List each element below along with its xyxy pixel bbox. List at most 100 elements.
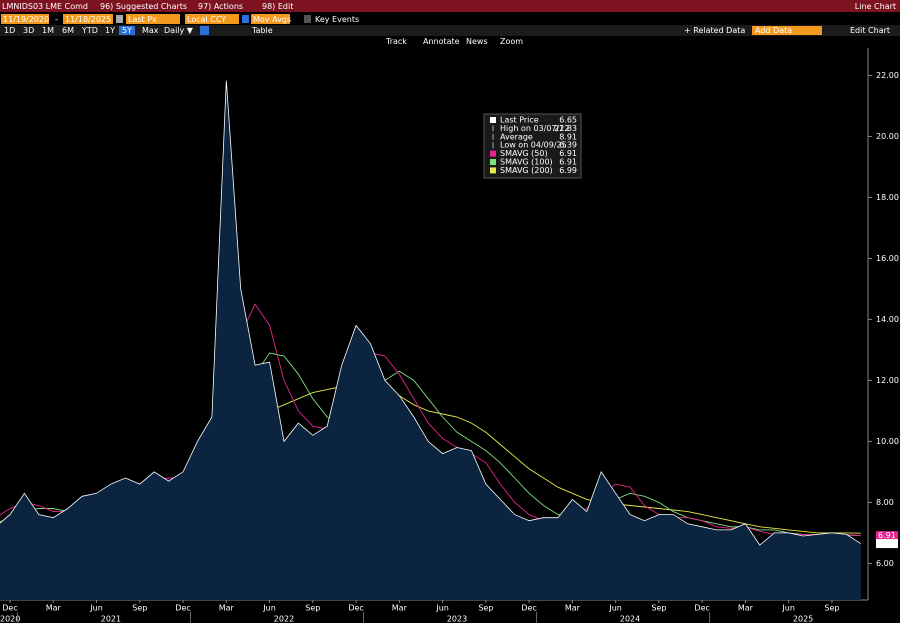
year-label: 2020 xyxy=(0,615,20,623)
legend-swatch xyxy=(490,167,496,174)
legend-swatch xyxy=(490,150,496,157)
legend-stat-label: High on 03/07/22 xyxy=(500,124,569,133)
legend-stat-label: Low on 04/09/25 xyxy=(500,141,567,150)
input-box[interactable] xyxy=(63,14,113,24)
x-tick-label: Jun xyxy=(89,604,103,613)
x-tick-label: Sep xyxy=(478,604,493,613)
x-tick-label: Dec xyxy=(348,604,363,613)
input-box[interactable] xyxy=(126,14,180,24)
input-text[interactable]: 11/19/2020 xyxy=(3,15,49,24)
last-value-tag xyxy=(876,539,898,549)
x-tick-label: Sep xyxy=(132,604,147,613)
chart-type-icon[interactable] xyxy=(200,26,209,35)
frequency-select[interactable]: Daily ▼ xyxy=(164,26,194,35)
range-button[interactable]: 6M xyxy=(62,26,74,35)
menu-button[interactable]: 97) Actions xyxy=(198,2,243,11)
y-tick-label: 16.00 xyxy=(876,254,899,263)
legend-label: SMAVG (200) xyxy=(500,166,553,175)
range-button[interactable]: 1Y xyxy=(105,26,115,35)
y-tick-label: 20.00 xyxy=(876,132,899,141)
tool-button[interactable]: Annotate xyxy=(423,37,460,46)
x-tick-label: Jun xyxy=(781,604,795,613)
legend-label: SMAVG (100) xyxy=(500,158,553,167)
y-tick-label: 6.00 xyxy=(876,559,894,568)
table-button[interactable]: Table xyxy=(251,26,273,35)
series-line xyxy=(0,80,862,546)
input-text[interactable]: Last Px xyxy=(128,15,157,24)
input-box[interactable] xyxy=(1,14,49,24)
range-button[interactable]: 3D xyxy=(23,26,34,35)
related-data[interactable]: + Related Data xyxy=(684,26,745,35)
x-tick-label: Sep xyxy=(305,604,320,613)
input-box[interactable] xyxy=(251,14,290,24)
year-label: 2023 xyxy=(447,615,467,623)
input-text[interactable]: 11/18/2025 xyxy=(65,15,111,24)
range-button[interactable]: Max xyxy=(142,26,159,35)
title-bar xyxy=(0,0,900,12)
y-tick-label: 14.00 xyxy=(876,315,899,324)
x-tick-label: Jun xyxy=(262,604,276,613)
x-tick-label: Mar xyxy=(392,604,408,613)
range-button[interactable]: 5Y xyxy=(122,26,132,35)
tool-button[interactable]: Zoom xyxy=(500,37,523,46)
range-bar xyxy=(0,25,900,36)
legend-label: Last Price xyxy=(500,116,539,125)
legend-stat-value: 8.91 xyxy=(559,132,577,141)
input-text[interactable]: Local CCY xyxy=(187,15,226,24)
key-events[interactable]: Key Events xyxy=(315,15,359,24)
year-label: 2022 xyxy=(274,615,294,623)
legend-value: 6.91 xyxy=(559,158,577,167)
year-label: 2021 xyxy=(101,615,121,623)
legend-swatch xyxy=(490,159,496,165)
add-data[interactable]: Add Data xyxy=(755,26,792,35)
last-value-tag xyxy=(876,531,898,541)
date-separator: - xyxy=(55,15,58,24)
y-tick-label: 8.00 xyxy=(876,498,894,507)
legend-swatch xyxy=(490,117,496,123)
legend-value: 6.65 xyxy=(559,116,577,125)
legend-stat-value: 21.83 xyxy=(554,124,577,133)
checkbox[interactable] xyxy=(304,15,311,23)
x-tick-label: Jun xyxy=(608,604,622,613)
edit-chart[interactable]: Edit Chart xyxy=(850,26,890,35)
input-text[interactable]: Mov Avgs xyxy=(253,15,291,24)
legend-stat-label: Average xyxy=(500,132,533,141)
tool-bar xyxy=(0,36,900,47)
range-button[interactable]: 1D xyxy=(4,26,15,35)
y-tick-label: 18.00 xyxy=(876,193,899,202)
menu-button[interactable]: 96) Suggested Charts xyxy=(100,2,187,11)
range-button[interactable]: YTD xyxy=(81,26,98,35)
tool-button[interactable]: Track xyxy=(385,37,407,46)
calendar-icon[interactable] xyxy=(116,15,123,23)
range-highlight xyxy=(119,26,135,35)
last-value-label: 6.91 xyxy=(878,531,896,540)
year-label: 2024 xyxy=(620,615,640,623)
x-tick-label: Dec xyxy=(2,604,17,613)
x-tick-label: Mar xyxy=(46,604,62,613)
legend-stat-value: 6.39 xyxy=(559,141,577,150)
tool-button[interactable]: News xyxy=(466,37,488,46)
y-tick-label: 10.00 xyxy=(876,437,899,446)
range-button[interactable]: 1M xyxy=(42,26,54,35)
x-tick-label: Sep xyxy=(824,604,839,613)
input-box[interactable] xyxy=(185,14,239,24)
x-tick-label: Mar xyxy=(565,604,581,613)
x-tick-label: Dec xyxy=(694,604,709,613)
y-tick-label: 22.00 xyxy=(876,71,899,80)
legend-label: SMAVG (50) xyxy=(500,149,548,158)
x-tick-label: Sep xyxy=(651,604,666,613)
security-field[interactable]: LMNIDS03 LME Comd xyxy=(2,2,88,11)
menu-button[interactable]: 98) Edit xyxy=(262,2,293,11)
legend-value: 6.99 xyxy=(559,166,577,175)
price-area xyxy=(0,80,861,600)
last-value-label: 6.65 xyxy=(878,539,896,548)
legend-value: 6.91 xyxy=(559,149,577,158)
x-tick-label: Dec xyxy=(175,604,190,613)
checkbox[interactable] xyxy=(242,15,249,23)
x-tick-label: Dec xyxy=(521,604,536,613)
year-label: 2025 xyxy=(793,615,813,623)
view-title: Line Chart xyxy=(855,2,896,11)
add-data-box[interactable] xyxy=(752,26,822,35)
legend-box xyxy=(483,113,582,179)
x-tick-label: Mar xyxy=(738,604,754,613)
